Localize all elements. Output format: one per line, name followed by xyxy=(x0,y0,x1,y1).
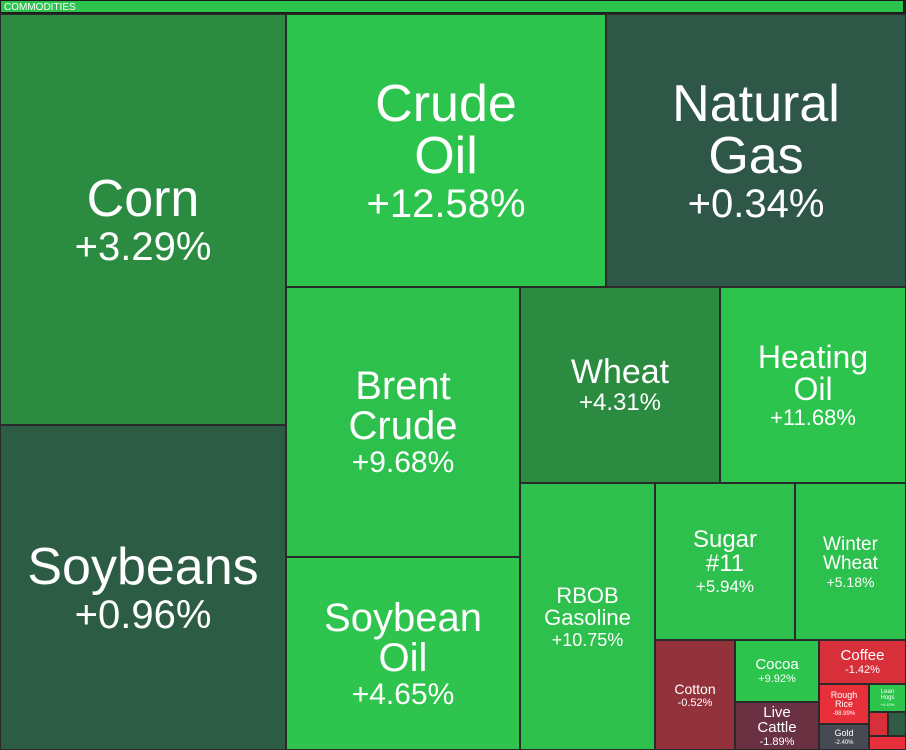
tile: Natural Gas +0.34% xyxy=(606,14,906,287)
tile: Coffee -1.42% xyxy=(819,640,906,684)
tile: Sugar #11 +5.94% xyxy=(655,483,795,640)
tile: Rough Rice -98.99% xyxy=(819,684,869,724)
tile-label: Live Cattle xyxy=(757,703,797,736)
tile-label: Lean Hogs xyxy=(880,689,895,701)
tile: Gold -2.40% xyxy=(819,724,869,750)
tile-value: +5.94% xyxy=(695,577,755,596)
tile-value: +4.65% xyxy=(351,677,455,711)
tile-value: -1.42% xyxy=(845,664,880,676)
tile-label: Gold xyxy=(834,727,854,738)
tile-value: +0.34% xyxy=(687,181,825,226)
tile-label: RBOB Gasoline xyxy=(544,582,631,630)
tile: Heating Oil +11.68% xyxy=(720,287,906,483)
tile-value: -0.52% xyxy=(677,696,713,709)
tile: Corn +3.29% xyxy=(0,14,286,425)
tile-value: +9.92% xyxy=(758,673,796,685)
tile-value: +10.75% xyxy=(551,629,624,650)
tile: Wheat +4.31% xyxy=(520,287,720,483)
tile-label: Sugar #11 xyxy=(692,526,758,577)
tile-value: +3.29% xyxy=(74,224,212,269)
tile-value: -1.89% xyxy=(759,735,795,748)
tile: Lean Hogs +0.10% xyxy=(869,684,906,712)
tile: Soybeans +0.96% xyxy=(0,425,286,750)
tile-label: Brent Crude xyxy=(348,364,458,448)
tile-label: Soybeans xyxy=(27,537,259,596)
tile-value: +0.96% xyxy=(74,592,212,637)
tile-label: Soybean Oil xyxy=(324,595,482,680)
small-tile xyxy=(869,736,906,750)
tile-value: +5.18% xyxy=(826,573,875,590)
tile: RBOB Gasoline +10.75% xyxy=(520,483,655,750)
tile-label: Crude Oil xyxy=(375,74,517,185)
tile: Cocoa +9.92% xyxy=(735,640,819,702)
tile: Live Cattle -1.89% xyxy=(735,702,819,750)
tile-label: Coffee xyxy=(840,647,885,664)
tile: Soybean Oil +4.65% xyxy=(286,557,520,750)
group-header: COMMODITIES xyxy=(0,0,904,13)
tile: Brent Crude +9.68% xyxy=(286,287,520,557)
tile-value: +0.10% xyxy=(880,702,895,707)
tile-value: +12.58% xyxy=(366,181,526,226)
tile-label: Corn xyxy=(86,169,200,228)
tile-value: -2.40% xyxy=(834,739,854,746)
tile-label: Natural Gas xyxy=(672,74,840,185)
tile: Cotton -0.52% xyxy=(655,640,735,750)
small-tile xyxy=(888,712,906,736)
small-tile xyxy=(869,712,888,736)
tile-label: Winter Wheat xyxy=(823,533,878,574)
tile-label: Rough Rice xyxy=(830,690,858,709)
tile-label: Cocoa xyxy=(755,656,799,673)
tile-label: Cotton xyxy=(674,680,716,697)
tile-value: +9.68% xyxy=(351,446,455,479)
tile: Crude Oil +12.58% xyxy=(286,14,606,287)
tile: Winter Wheat +5.18% xyxy=(795,483,906,640)
tile-label: Heating Oil xyxy=(757,339,869,407)
tile-value: -98.99% xyxy=(832,711,856,717)
tile-label: Wheat xyxy=(570,353,670,391)
tile-value: +11.68% xyxy=(770,405,856,430)
tile-value: +4.31% xyxy=(578,389,662,416)
